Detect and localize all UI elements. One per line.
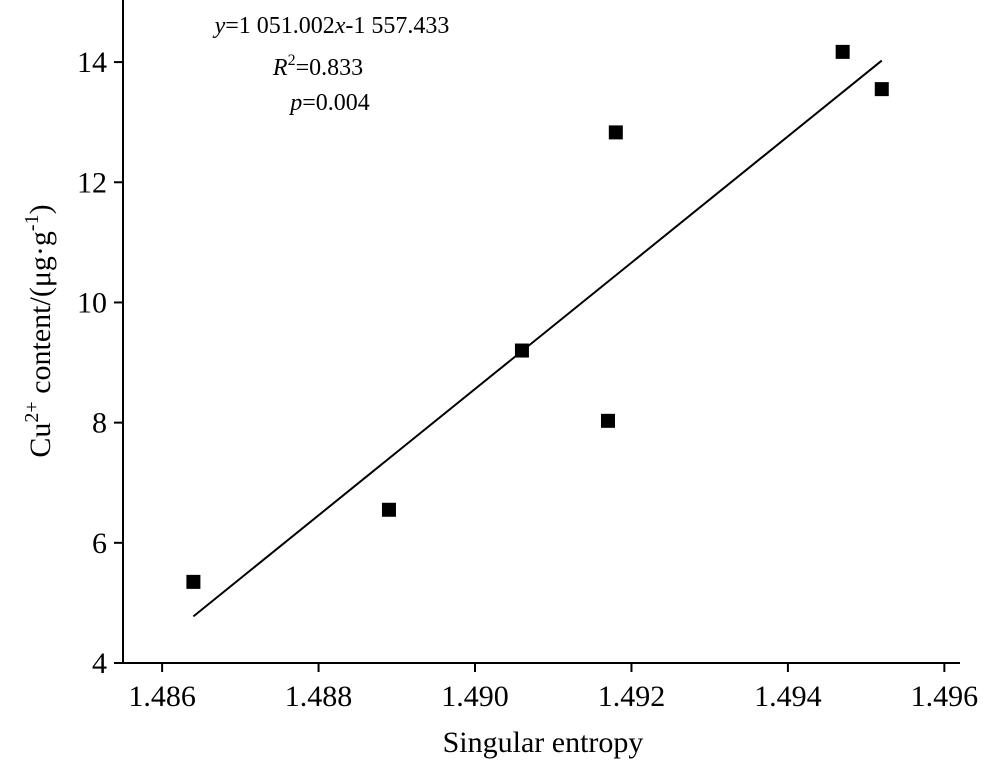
y-tick-label: 8: [92, 407, 107, 440]
regression-annotation: y=1 051.002x-1 557.433 R2=0.833 p=0.004: [213, 13, 450, 116]
data-point: [381, 502, 396, 517]
data-points: [186, 44, 889, 589]
y-axis-title: Cu2+ content/(μg·g-1): [21, 204, 57, 457]
data-point: [874, 82, 889, 97]
y-axis-title-suffix: ): [24, 204, 57, 214]
x-tick-label: 1.486: [128, 680, 196, 713]
y-tick-label: 10: [77, 286, 107, 319]
data-point: [186, 574, 201, 589]
y-axis-title-sup2: -1: [21, 214, 43, 231]
y-ticks: 4 6 8 10 12 14: [77, 46, 123, 680]
equation-label: y=1 051.002x-1 557.433: [213, 13, 450, 39]
x-tick-label: 1.496: [911, 680, 979, 713]
x-tick-label: 1.490: [441, 680, 509, 713]
data-point: [608, 125, 623, 140]
data-point: [600, 413, 615, 428]
y-axis-title-sup: 2+: [21, 401, 43, 422]
y-axis-title-prefix: Cu: [24, 423, 57, 458]
x-ticks: 1.486 1.488 1.490 1.492 1.494 1.496: [128, 663, 978, 713]
y-tick-label: 14: [77, 46, 107, 79]
data-point: [835, 44, 850, 59]
fit-line-group: [192, 59, 883, 618]
x-tick-label: 1.494: [754, 680, 822, 713]
x-axis-title: Singular entropy: [443, 726, 644, 759]
r-squared-label: R2=0.833: [272, 52, 363, 81]
y-tick-label: 6: [92, 527, 107, 560]
y-tick-label: 4: [92, 647, 107, 680]
y-axis-title-middle: content/(μg·g: [24, 231, 57, 401]
p-value-label: p=0.004: [288, 90, 370, 116]
x-tick-label: 1.488: [285, 680, 353, 713]
data-point: [514, 343, 529, 358]
axes: [122, 0, 960, 664]
fit-line: [192, 59, 883, 618]
y-tick-label: 12: [77, 166, 107, 199]
x-tick-label: 1.492: [598, 680, 666, 713]
